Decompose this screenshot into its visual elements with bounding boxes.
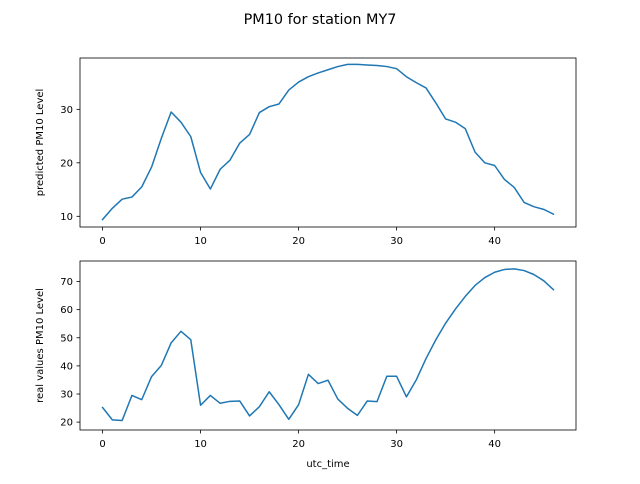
series-line bbox=[101, 63, 555, 221]
subplot-1: 0 10 20 30 40 10 20 30 predicted PM10 Level bbox=[35, 57, 577, 247]
axes-frame bbox=[79, 57, 577, 228]
y-tick-label: 60 bbox=[60, 305, 73, 316]
axes-frame bbox=[79, 260, 577, 431]
x-tick-label: 20 bbox=[292, 439, 305, 450]
y-tick-label: 20 bbox=[60, 158, 73, 169]
x-tick-label: 30 bbox=[390, 439, 403, 450]
x-tick-label: 0 bbox=[99, 439, 105, 450]
x-tick-label: 20 bbox=[292, 236, 305, 247]
y-tick-label: 20 bbox=[60, 418, 73, 429]
y-axis-label: real values PM10 Level bbox=[35, 288, 46, 403]
x-tick-label: 30 bbox=[390, 236, 403, 247]
y-tick-label: 30 bbox=[60, 105, 73, 116]
x-tick-label: 0 bbox=[99, 236, 105, 247]
y-tick-label: 50 bbox=[60, 333, 73, 344]
y-tick-label: 40 bbox=[60, 361, 73, 372]
series-line bbox=[101, 268, 555, 422]
subplot-2: 0 10 20 30 40 20 30 40 50 60 70 real values PM10 Le… bbox=[35, 260, 577, 470]
y-tick-label: 70 bbox=[60, 277, 73, 288]
x-tick-label: 10 bbox=[194, 439, 207, 450]
y-axis-label: predicted PM10 Level bbox=[35, 89, 46, 197]
x-axis-label: utc_time bbox=[306, 459, 349, 470]
x-tick-label: 10 bbox=[194, 236, 207, 247]
y-tick-label: 30 bbox=[60, 390, 73, 401]
x-tick-label: 40 bbox=[488, 236, 501, 247]
figure-title: PM10 for station MY7 bbox=[244, 12, 397, 28]
x-tick-label: 40 bbox=[488, 439, 501, 450]
y-tick-label: 10 bbox=[60, 212, 73, 223]
